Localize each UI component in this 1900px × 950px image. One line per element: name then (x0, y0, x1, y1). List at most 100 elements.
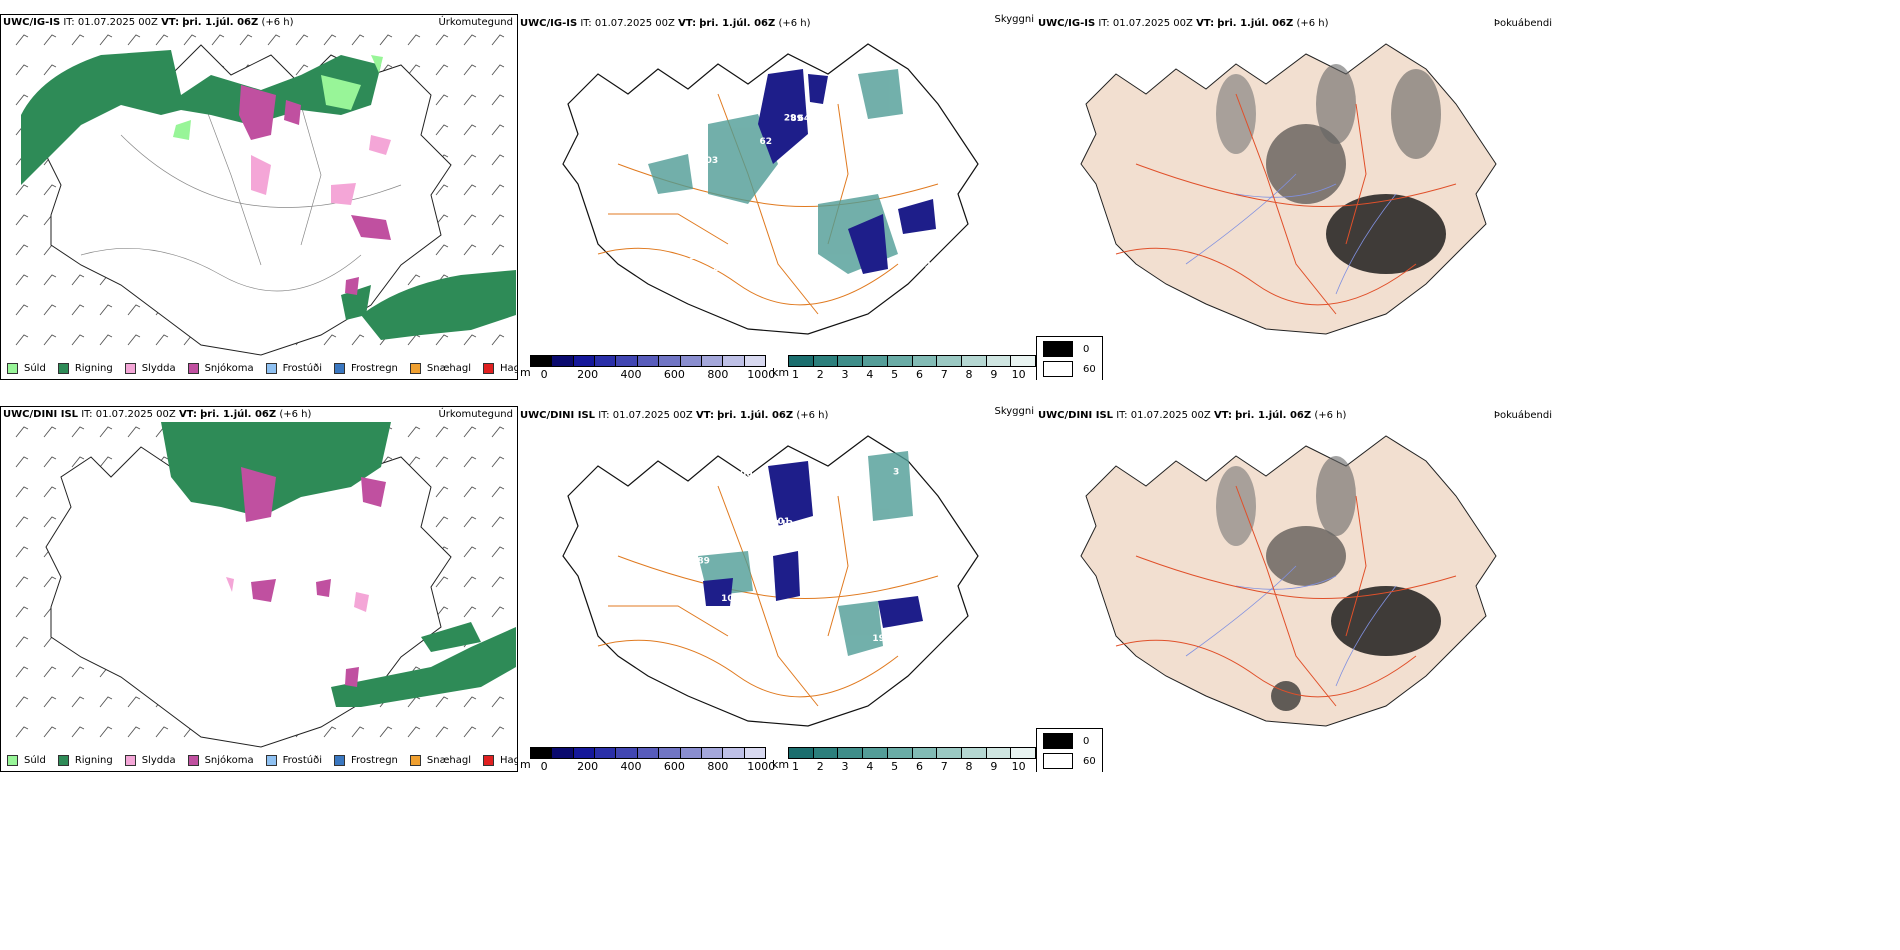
model-name: UWC/IG-IS (1038, 18, 1096, 29)
legend-label: Haglél (500, 363, 517, 374)
wind-barb (491, 124, 505, 136)
wind-barb (127, 334, 141, 346)
colorbar-segment (723, 748, 745, 758)
cloud-map-panel-1: 69 65 46 123 100 51 59 64 55 212 184 102 103 40 87 81 24… (518, 14, 1036, 380)
valid-label: VT: (178, 409, 197, 420)
colorbar-tick: 400 (620, 760, 642, 772)
model-name: UWC/IG-IS (3, 17, 61, 28)
wind-barb (127, 426, 141, 438)
wind-barb (491, 154, 505, 166)
wind-barb (211, 34, 225, 46)
lead-time: (+6 h) (778, 18, 811, 29)
legend-item: Slydda (124, 363, 176, 374)
wind-barb (99, 304, 113, 316)
wind-barb (43, 696, 57, 708)
colorbar-segment (701, 748, 724, 758)
colorbar-segment (701, 356, 724, 366)
colorbar-segment (616, 356, 638, 366)
colorbar-segment (744, 748, 765, 758)
wind-barb (491, 184, 505, 196)
legend-item: Frostúði (265, 755, 322, 766)
legend-item: Snjókoma (187, 363, 254, 374)
cloud-base-value: 24 (712, 264, 725, 274)
cloud-base-value: 65 (698, 116, 711, 126)
legend-label: Frostúði (282, 755, 322, 766)
colorbar-segment (616, 748, 638, 758)
fog-key-label: 0 (1083, 343, 1090, 355)
wind-barb (239, 34, 253, 46)
wind-barb (15, 184, 29, 196)
colorbar-tick: 0 (540, 760, 548, 772)
colorbar-tick: 3 (841, 368, 849, 380)
legend-swatch (409, 363, 421, 374)
colorbar-tick: 0 (540, 368, 548, 380)
drizzle-areas (173, 55, 383, 140)
cloud-base-value: 92 (921, 460, 934, 470)
init-time: IT: 01.07.2025 00Z (1116, 410, 1211, 421)
cloud-base-value: 103 (699, 156, 718, 166)
legend-item: Frostregn (334, 363, 398, 374)
colorbar-segment (723, 356, 745, 366)
wind-barb (491, 726, 505, 738)
panel-header: UWC/DINI ISL IT: 01.07.2025 00Z VT: þri.… (520, 410, 828, 422)
wind-barb (463, 184, 477, 196)
wind-barb (99, 456, 113, 468)
legend-swatch (409, 755, 421, 766)
colorbar-tick: 2 (816, 760, 824, 772)
wind-barb (463, 516, 477, 528)
lead-time: (+6 h) (279, 409, 312, 420)
cloud-base-value: 104 (907, 542, 926, 552)
wind-barb (71, 334, 85, 346)
wind-barb (435, 516, 449, 528)
cloud-base-value: 105 (849, 471, 868, 481)
wind-barb (491, 334, 505, 346)
wind-barb (127, 726, 141, 738)
legend-item: Frostregn (334, 755, 398, 766)
wind-barb (99, 696, 113, 708)
cloud-base-value: 75 (858, 574, 871, 584)
cloud-base-areas (758, 69, 936, 274)
valid-time: þri. 1.júl. 06Z (699, 18, 776, 29)
wind-barb (435, 64, 449, 76)
wind-barb (435, 214, 449, 226)
valid-label: VT: (695, 410, 714, 421)
colorbar-segment (680, 356, 702, 366)
wind-barb (43, 304, 57, 316)
colorbar-tick: 8 (965, 760, 973, 772)
cloud-base-value: 89 (699, 636, 712, 646)
wind-barb (15, 426, 29, 438)
colorbar-tick: 800 (707, 368, 729, 380)
wind-barb (15, 666, 29, 678)
cloud-base-value: 109 (691, 488, 710, 498)
wind-barb (71, 726, 85, 738)
cloud-base-value: 101 (771, 517, 790, 527)
cloud-base-colorbar: 0 200 400 600 800 1000 m (520, 355, 775, 380)
cloud-base-value: 89 (906, 636, 919, 646)
legend-swatch (334, 755, 345, 766)
wind-barb (43, 184, 57, 196)
wind-barb (379, 34, 393, 46)
valid-label: VT: (1213, 410, 1232, 421)
wind-barb (351, 334, 365, 346)
cloud-map-2: 75 102 89 100 112 19 22 105 398 72 109 189 99 89 184 10… (562, 435, 979, 727)
wind-barb (491, 486, 505, 498)
valid-label: VT: (1196, 18, 1215, 29)
cloud-base-value: 40 (916, 105, 929, 115)
wind-barb (435, 456, 449, 468)
cloud-map-1: 69 65 46 123 100 51 59 64 55 212 184 102 103 40 87 81 24… (562, 43, 979, 335)
legend-label: Rigning (74, 755, 113, 766)
legend-swatch (124, 363, 136, 374)
wind-barb (323, 34, 337, 46)
wind-barb (463, 576, 477, 588)
wind-barb (295, 64, 309, 76)
wind-barb (43, 576, 57, 588)
wind-barb (491, 214, 505, 226)
wind-barb (267, 34, 281, 46)
legend-item: Rigning (57, 363, 113, 374)
cloud-base-value: 3 (893, 468, 899, 478)
wind-barb (491, 34, 505, 46)
colorbar-tick: 1 (791, 368, 799, 380)
wind-barb (463, 214, 477, 226)
wind-barb (379, 726, 393, 738)
colorbar-segment (986, 748, 1012, 758)
